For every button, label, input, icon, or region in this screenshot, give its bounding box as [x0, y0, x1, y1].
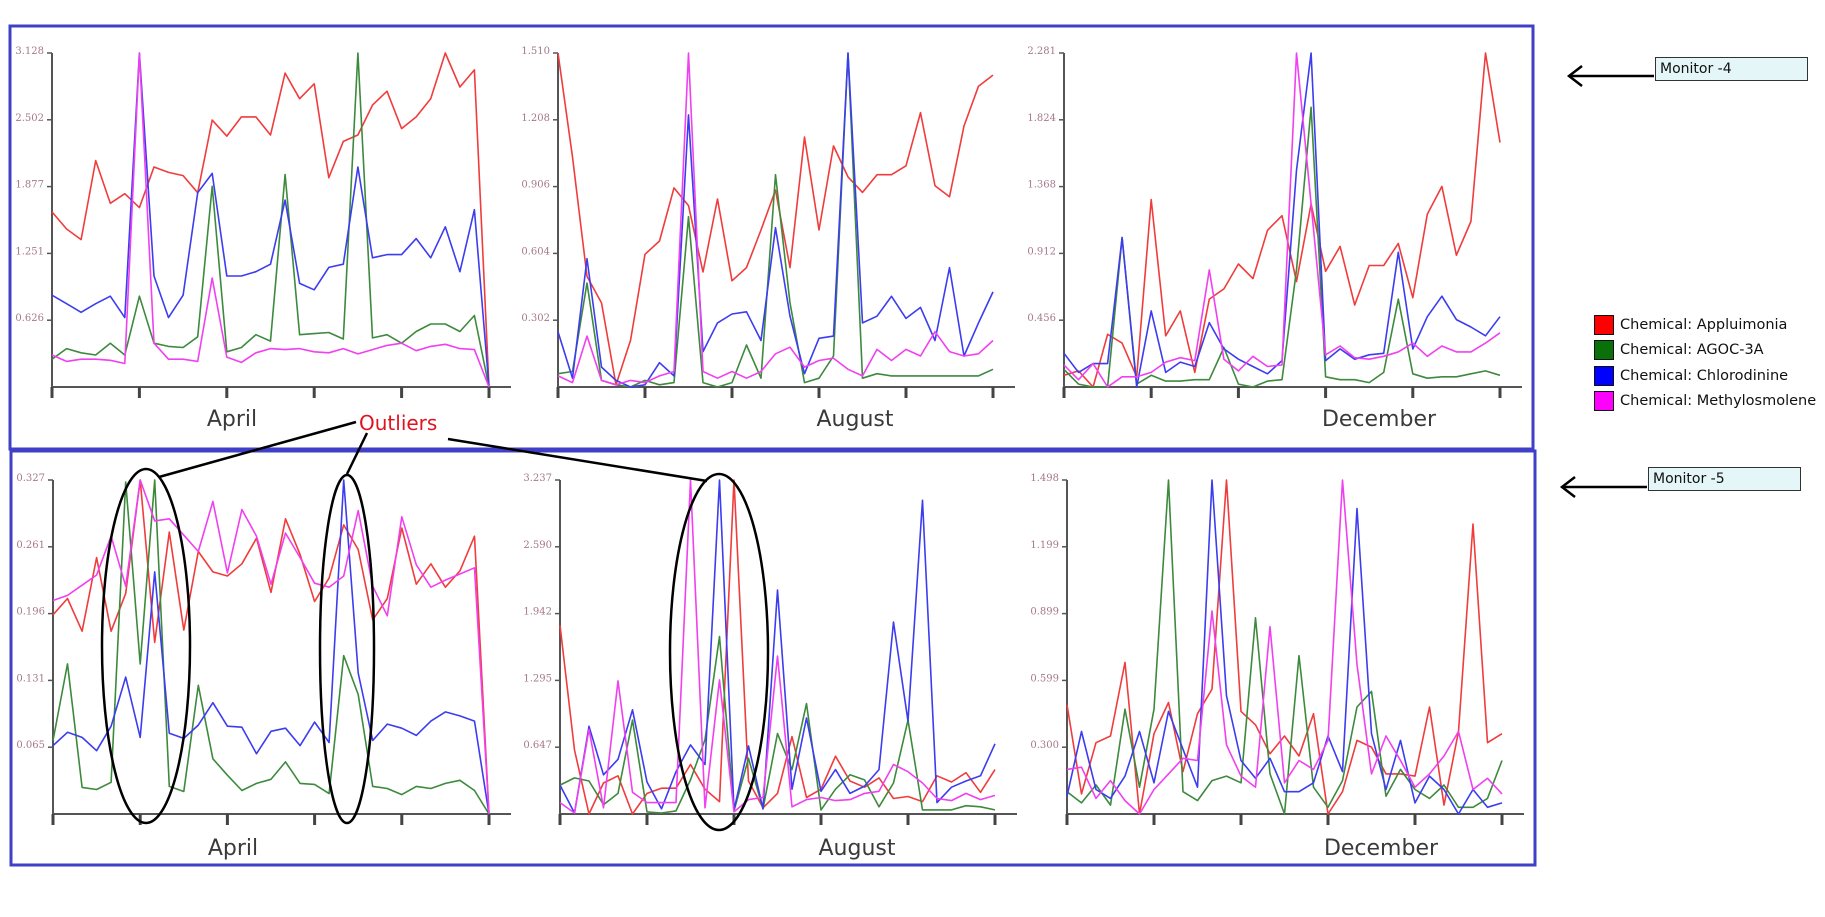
series-line-methylosmolene [559, 479, 996, 814]
legend-label: Chemical: Appluimonia [1620, 316, 1788, 333]
arrow-left-icon [1559, 476, 1647, 498]
y-tick-label: 1.824 [1027, 113, 1056, 124]
y-tick-label: 0.647 [523, 740, 552, 751]
legend-swatch [1594, 314, 1614, 335]
y-tick-label: 1.942 [523, 607, 552, 618]
x-axis-label: December [1322, 407, 1437, 432]
legend-item-agoc-3a: Chemical: AGOC-3A [1594, 338, 1816, 364]
chart-monitor4-august: 0.302 0.604 0.906 1.208 1.510 August [521, 46, 1015, 432]
legend-label: Chemical: Methylosmolene [1620, 393, 1817, 410]
x-axis-label: April [208, 836, 258, 861]
x-axis-label: August [817, 407, 894, 432]
y-tick-label: 0.604 [521, 246, 550, 257]
y-tick-label: 1.295 [523, 673, 552, 684]
x-axis-label: December [1324, 836, 1439, 861]
series-line-agoc-3a [559, 635, 996, 814]
legend-swatch [1594, 365, 1614, 386]
y-tick-label: 0.599 [1030, 673, 1059, 684]
y-tick-label: 1.877 [15, 180, 44, 191]
monitor-4-label: Monitor -4 [1655, 57, 1808, 81]
y-tick-label: 0.300 [1030, 740, 1059, 751]
y-tick-label: 3.128 [15, 46, 44, 57]
chart-monitor4-april: 0.626 1.251 1.877 2.502 3.128 April [15, 46, 511, 432]
series-line-chlorodinine [51, 52, 490, 388]
series-line-agoc-3a [1066, 479, 1503, 815]
legend-swatch [1594, 340, 1614, 361]
series-line-appluimonia [559, 479, 996, 815]
series-line-chlorodinine [1066, 479, 1503, 815]
series-line-appluimonia [1063, 52, 1501, 388]
y-tick-label: 0.626 [15, 313, 44, 324]
y-tick-label: 0.912 [1027, 246, 1056, 257]
series-line-chlorodinine [557, 52, 994, 388]
y-tick-label: 1.199 [1030, 540, 1059, 551]
chart-monitor5-december: 0.300 0.599 0.899 1.199 1.498 December [1030, 473, 1524, 861]
outlier-ellipse [668, 472, 770, 832]
y-tick-label: 1.368 [1027, 180, 1056, 191]
y-tick-label: 1.251 [15, 246, 44, 257]
legend-swatch [1594, 391, 1614, 412]
chart-monitor5-august: 0.647 1.295 1.942 2.590 3.237 August [523, 473, 1017, 861]
monitor-5-panel [9, 449, 1537, 867]
series-line-methylosmolene [51, 52, 490, 388]
monitor-4-panel [8, 24, 1535, 451]
legend-label: Chemical: Chlorodinine [1620, 367, 1789, 384]
y-tick-label: 0.131 [16, 673, 45, 684]
y-tick-label: 2.590 [523, 540, 552, 551]
legend: Chemical: Appluimonia Chemical: AGOC-3A … [1594, 312, 1816, 414]
y-tick-label: 0.302 [521, 313, 550, 324]
series-line-methylosmolene [1066, 479, 1503, 815]
series-line-appluimonia [557, 52, 994, 386]
chart-monitor5-april: 0.065 0.131 0.196 0.261 0.327 April [16, 473, 511, 861]
series-line-appluimonia [51, 52, 490, 388]
series-line-agoc-3a [52, 479, 490, 815]
y-tick-label: 0.327 [16, 473, 45, 484]
series-line-chlorodinine [52, 479, 490, 815]
y-tick-label: 3.237 [523, 473, 552, 484]
chart-monitor4-december: 0.456 0.912 1.368 1.824 2.281 December [1027, 46, 1522, 432]
arrow-left-icon [1566, 65, 1654, 87]
legend-item-appluimonia: Chemical: Appluimonia [1594, 312, 1816, 338]
legend-item-methylosmolene: Chemical: Methylosmolene [1594, 389, 1816, 415]
series-line-chlorodinine [1063, 52, 1501, 388]
y-tick-label: 0.906 [521, 180, 550, 191]
y-tick-label: 0.196 [16, 607, 45, 618]
legend-item-chlorodinine: Chemical: Chlorodinine [1594, 363, 1816, 389]
outliers-label: Outliers [359, 411, 437, 435]
y-tick-label: 0.261 [16, 540, 45, 551]
y-tick-label: 0.456 [1027, 313, 1056, 324]
y-tick-label: 0.899 [1030, 607, 1059, 618]
legend-label: Chemical: AGOC-3A [1620, 342, 1764, 359]
y-tick-label: 1.498 [1030, 473, 1059, 484]
series-line-agoc-3a [557, 52, 994, 388]
monitor-5-label: Monitor -5 [1648, 467, 1801, 491]
outlier-ellipse [100, 467, 192, 825]
x-axis-label: August [819, 836, 896, 861]
series-line-appluimonia [52, 479, 490, 815]
y-tick-label: 0.065 [16, 740, 45, 751]
y-tick-label: 1.510 [521, 46, 550, 57]
x-axis-label: April [207, 407, 257, 432]
series-line-methylosmolene [557, 52, 994, 386]
outliers-annotation: Outliers [100, 411, 770, 832]
outlier-pointer-line [447, 437, 708, 483]
outlier-pointer-line [345, 432, 369, 475]
y-tick-label: 2.502 [15, 113, 44, 124]
y-tick-label: 1.208 [521, 113, 550, 124]
y-tick-label: 2.281 [1027, 46, 1056, 57]
series-line-chlorodinine [559, 479, 996, 814]
series-line-agoc-3a [51, 52, 490, 388]
series-line-methylosmolene [1063, 52, 1501, 388]
outlier-pointer-line [158, 420, 357, 479]
series-line-agoc-3a [1063, 106, 1501, 388]
series-line-methylosmolene [52, 479, 490, 815]
outlier-ellipse [318, 473, 376, 825]
